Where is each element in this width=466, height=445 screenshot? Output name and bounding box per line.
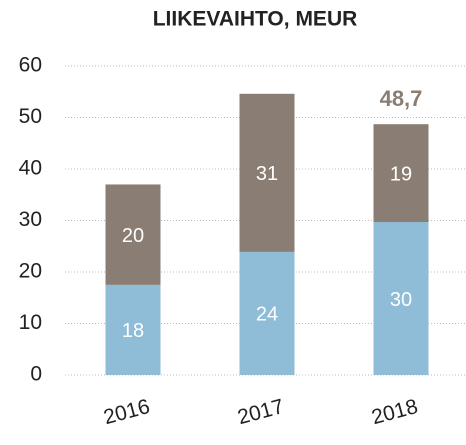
bar-segment: [373, 222, 429, 375]
y-tick-label: 10: [19, 311, 42, 334]
y-tick-label: 60: [19, 54, 42, 77]
data-label: 20: [122, 225, 144, 247]
bar-segment: [105, 184, 161, 285]
chart-title: LIIKEVAIHTO, MEUR: [153, 8, 358, 31]
y-tick-label: 30: [19, 208, 42, 231]
data-label: 19: [390, 163, 412, 185]
annotation: 48,7: [380, 86, 423, 111]
bar-segment: [105, 284, 161, 375]
x-tick-label: 2018: [369, 395, 420, 429]
y-tick-label: 0: [30, 363, 42, 386]
data-label: 18: [122, 320, 144, 342]
x-tick-label: 2016: [101, 395, 152, 429]
data-label: 31: [256, 163, 278, 185]
bar-segment: [239, 251, 295, 375]
x-tick-label: 2017: [235, 395, 286, 429]
y-tick-label: 40: [19, 157, 42, 180]
y-tick-label: 50: [19, 105, 42, 128]
bar-segment: [239, 93, 295, 252]
y-tick-label: 20: [19, 260, 42, 283]
data-label: 24: [256, 304, 278, 326]
data-label: 30: [390, 289, 412, 311]
bar-segment: [373, 124, 429, 223]
